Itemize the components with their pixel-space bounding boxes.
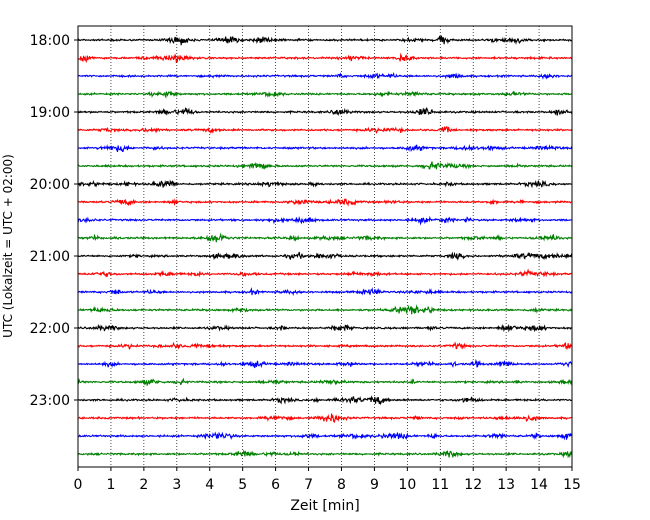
trace-2330 bbox=[77, 431, 573, 441]
trace-2145 bbox=[78, 304, 573, 315]
trace-2230 bbox=[77, 358, 573, 369]
x-tick-label: 1 bbox=[106, 477, 115, 493]
trace-1945 bbox=[77, 161, 573, 170]
y-axis-ticks: 18:00 19:00 20:00 21:00 22:00 23:00 bbox=[30, 33, 78, 409]
trace-1830 bbox=[77, 72, 573, 80]
trace-2245 bbox=[77, 377, 573, 386]
x-tick-label: 10 bbox=[398, 477, 416, 493]
trace-1845 bbox=[77, 90, 573, 99]
x-axis-label: Zeit [min] bbox=[290, 498, 359, 514]
trace-1800 bbox=[77, 35, 573, 46]
x-tick-label: 6 bbox=[271, 477, 280, 493]
trace-2045 bbox=[77, 232, 573, 243]
trace-2030 bbox=[77, 215, 573, 226]
y-tick-label: 22:00 bbox=[30, 321, 70, 337]
trace-1915 bbox=[77, 125, 573, 134]
trace-2130 bbox=[77, 287, 573, 297]
y-tick-label: 19:00 bbox=[30, 105, 70, 121]
y-tick-label: 18:00 bbox=[30, 33, 70, 49]
trace-2345 bbox=[77, 449, 573, 459]
x-tick-label: 7 bbox=[304, 477, 313, 493]
trace-2100 bbox=[77, 251, 573, 261]
y-axis-label: UTC (Lokalzeit = UTC + 02:00) bbox=[1, 154, 15, 338]
x-tick-label: 11 bbox=[431, 477, 449, 493]
trace-2315 bbox=[77, 413, 573, 424]
seismic-traces bbox=[77, 35, 573, 459]
y-tick-label: 21:00 bbox=[30, 249, 70, 265]
x-tick-label: 13 bbox=[497, 477, 515, 493]
x-tick-label: 8 bbox=[337, 477, 346, 493]
trace-1815 bbox=[77, 52, 573, 64]
trace-2200 bbox=[77, 323, 573, 333]
trace-2115 bbox=[77, 268, 573, 278]
trace-2300 bbox=[77, 395, 573, 405]
trace-2000 bbox=[77, 179, 573, 189]
x-tick-label: 2 bbox=[139, 477, 148, 493]
x-tick-label: 15 bbox=[563, 477, 581, 493]
x-tick-label: 0 bbox=[74, 477, 83, 493]
x-axis-ticks: 0 1 2 3 4 5 6 7 8 9 10 11 12 13 14 15 bbox=[74, 467, 581, 493]
x-tick-label: 4 bbox=[205, 477, 214, 493]
x-tick-label: 14 bbox=[530, 477, 548, 493]
plot-frame bbox=[77, 25, 573, 468]
trace-1930 bbox=[77, 143, 573, 153]
trace-1900 bbox=[77, 107, 573, 116]
y-tick-label: 20:00 bbox=[30, 177, 70, 193]
x-tick-label: 5 bbox=[238, 477, 247, 493]
trace-2015 bbox=[77, 198, 573, 207]
x-tick-label: 9 bbox=[370, 477, 379, 493]
y-tick-label: 23:00 bbox=[30, 393, 70, 409]
x-tick-label: 12 bbox=[464, 477, 482, 493]
trace-2215 bbox=[77, 341, 573, 351]
x-tick-label: 3 bbox=[172, 477, 181, 493]
